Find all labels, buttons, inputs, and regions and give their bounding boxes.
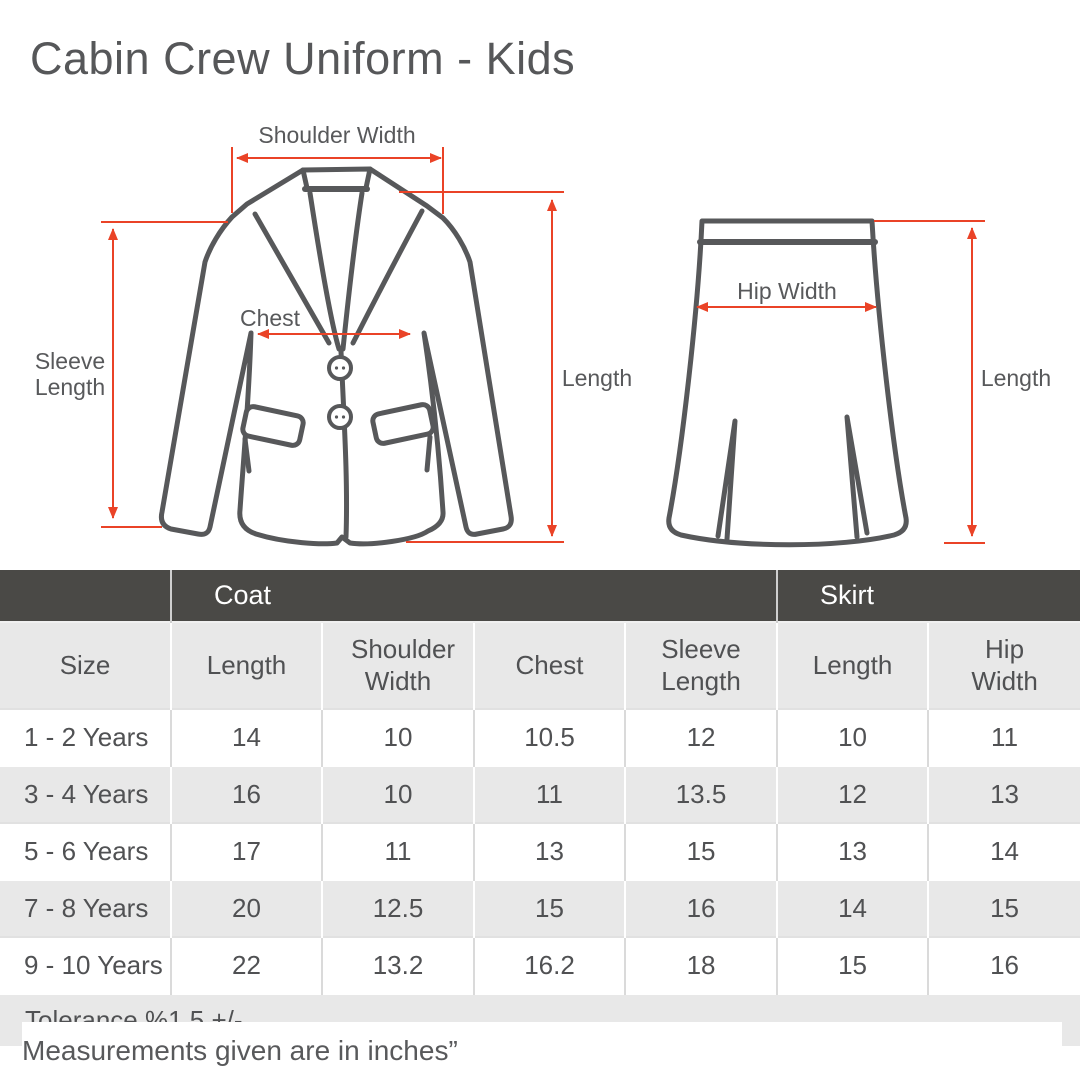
column-header: Length: [170, 621, 322, 709]
size-cell: 7 - 8 Years: [0, 879, 171, 937]
measurement-diagram: Shoulder Width Chest Sleeve Length Lengt…: [35, 122, 1051, 548]
table-row: 7 - 8 Years 20 12.5 15 16 14 15: [0, 879, 1080, 937]
value-cell: 15: [623, 822, 778, 880]
table-row: 9 - 10 Years 22 13.2 16.2 18 15 16: [0, 936, 1080, 994]
group-header-row: Coat Skirt: [0, 570, 1080, 622]
size-cell: 5 - 6 Years: [0, 822, 171, 880]
value-cell: 10: [321, 708, 474, 766]
size-cell: 9 - 10 Years: [0, 936, 171, 994]
skirt-length-label: Length: [981, 365, 1051, 391]
size-cell: 1 - 2 Years: [0, 708, 171, 766]
value-cell: 13: [473, 822, 625, 880]
group-header-coat: Coat: [169, 570, 778, 622]
size-table: Coat Skirt Size Length Shoulder Width Ch…: [0, 570, 1080, 1046]
skirt-drawing: [666, 218, 909, 548]
value-cell: 12: [776, 765, 929, 823]
footer-note: Measurements given are in inches”: [22, 1022, 1062, 1080]
page-title: Cabin Crew Uniform - Kids: [30, 33, 576, 84]
table-row: 3 - 4 Years 16 10 11 13.5 12 13: [0, 765, 1080, 823]
group-header-skirt: Skirt: [776, 570, 1080, 622]
value-cell: 14: [927, 822, 1080, 880]
chest-label: Chest: [240, 305, 301, 331]
value-cell: 13: [776, 822, 929, 880]
value-cell: 14: [776, 879, 929, 937]
coat-drawing: [158, 166, 514, 547]
sleeve-length-label-line2: Length: [35, 374, 105, 400]
table-row: 5 - 6 Years 17 11 13 15 13 14: [0, 822, 1080, 880]
value-cell: 16: [927, 936, 1080, 994]
size-cell: 3 - 4 Years: [0, 765, 171, 823]
value-cell: 10: [776, 708, 929, 766]
value-cell: 13.5: [623, 765, 778, 823]
column-header: Hip Width: [927, 621, 1080, 709]
hip-width-label: Hip Width: [737, 278, 837, 304]
value-cell: 10: [321, 765, 474, 823]
value-cell: 12: [623, 708, 778, 766]
column-header: Length: [776, 621, 929, 709]
dimension-lines: [101, 147, 985, 544]
group-header-empty: [0, 570, 171, 622]
column-header: Shoulder Width: [321, 621, 474, 709]
value-cell: 13.2: [321, 936, 474, 994]
value-cell: 11: [473, 765, 625, 823]
value-cell: 15: [473, 879, 625, 937]
value-cell: 20: [170, 879, 322, 937]
value-cell: 17: [170, 822, 322, 880]
column-header: Sleeve Length: [623, 621, 778, 709]
value-cell: 13: [927, 765, 1080, 823]
value-cell: 15: [776, 936, 929, 994]
column-header: Size: [0, 621, 171, 709]
column-header: Chest: [473, 621, 625, 709]
value-cell: 18: [623, 936, 778, 994]
value-cell: 10.5: [473, 708, 625, 766]
value-cell: 12.5: [321, 879, 474, 937]
sleeve-length-label-line1: Sleeve: [35, 348, 105, 374]
value-cell: 11: [927, 708, 1080, 766]
shoulder-width-label: Shoulder Width: [258, 122, 415, 148]
value-cell: 16.2: [473, 936, 625, 994]
value-cell: 15: [927, 879, 1080, 937]
value-cell: 11: [321, 822, 474, 880]
value-cell: 22: [170, 936, 322, 994]
coat-buttons: [327, 355, 353, 430]
coat-length-label: Length: [562, 365, 632, 391]
value-cell: 16: [170, 765, 322, 823]
value-cell: 14: [170, 708, 322, 766]
table-row: 1 - 2 Years 14 10 10.5 12 10 11: [0, 708, 1080, 766]
column-header-row: Size Length Shoulder Width Chest Sleeve …: [0, 621, 1080, 709]
value-cell: 16: [623, 879, 778, 937]
